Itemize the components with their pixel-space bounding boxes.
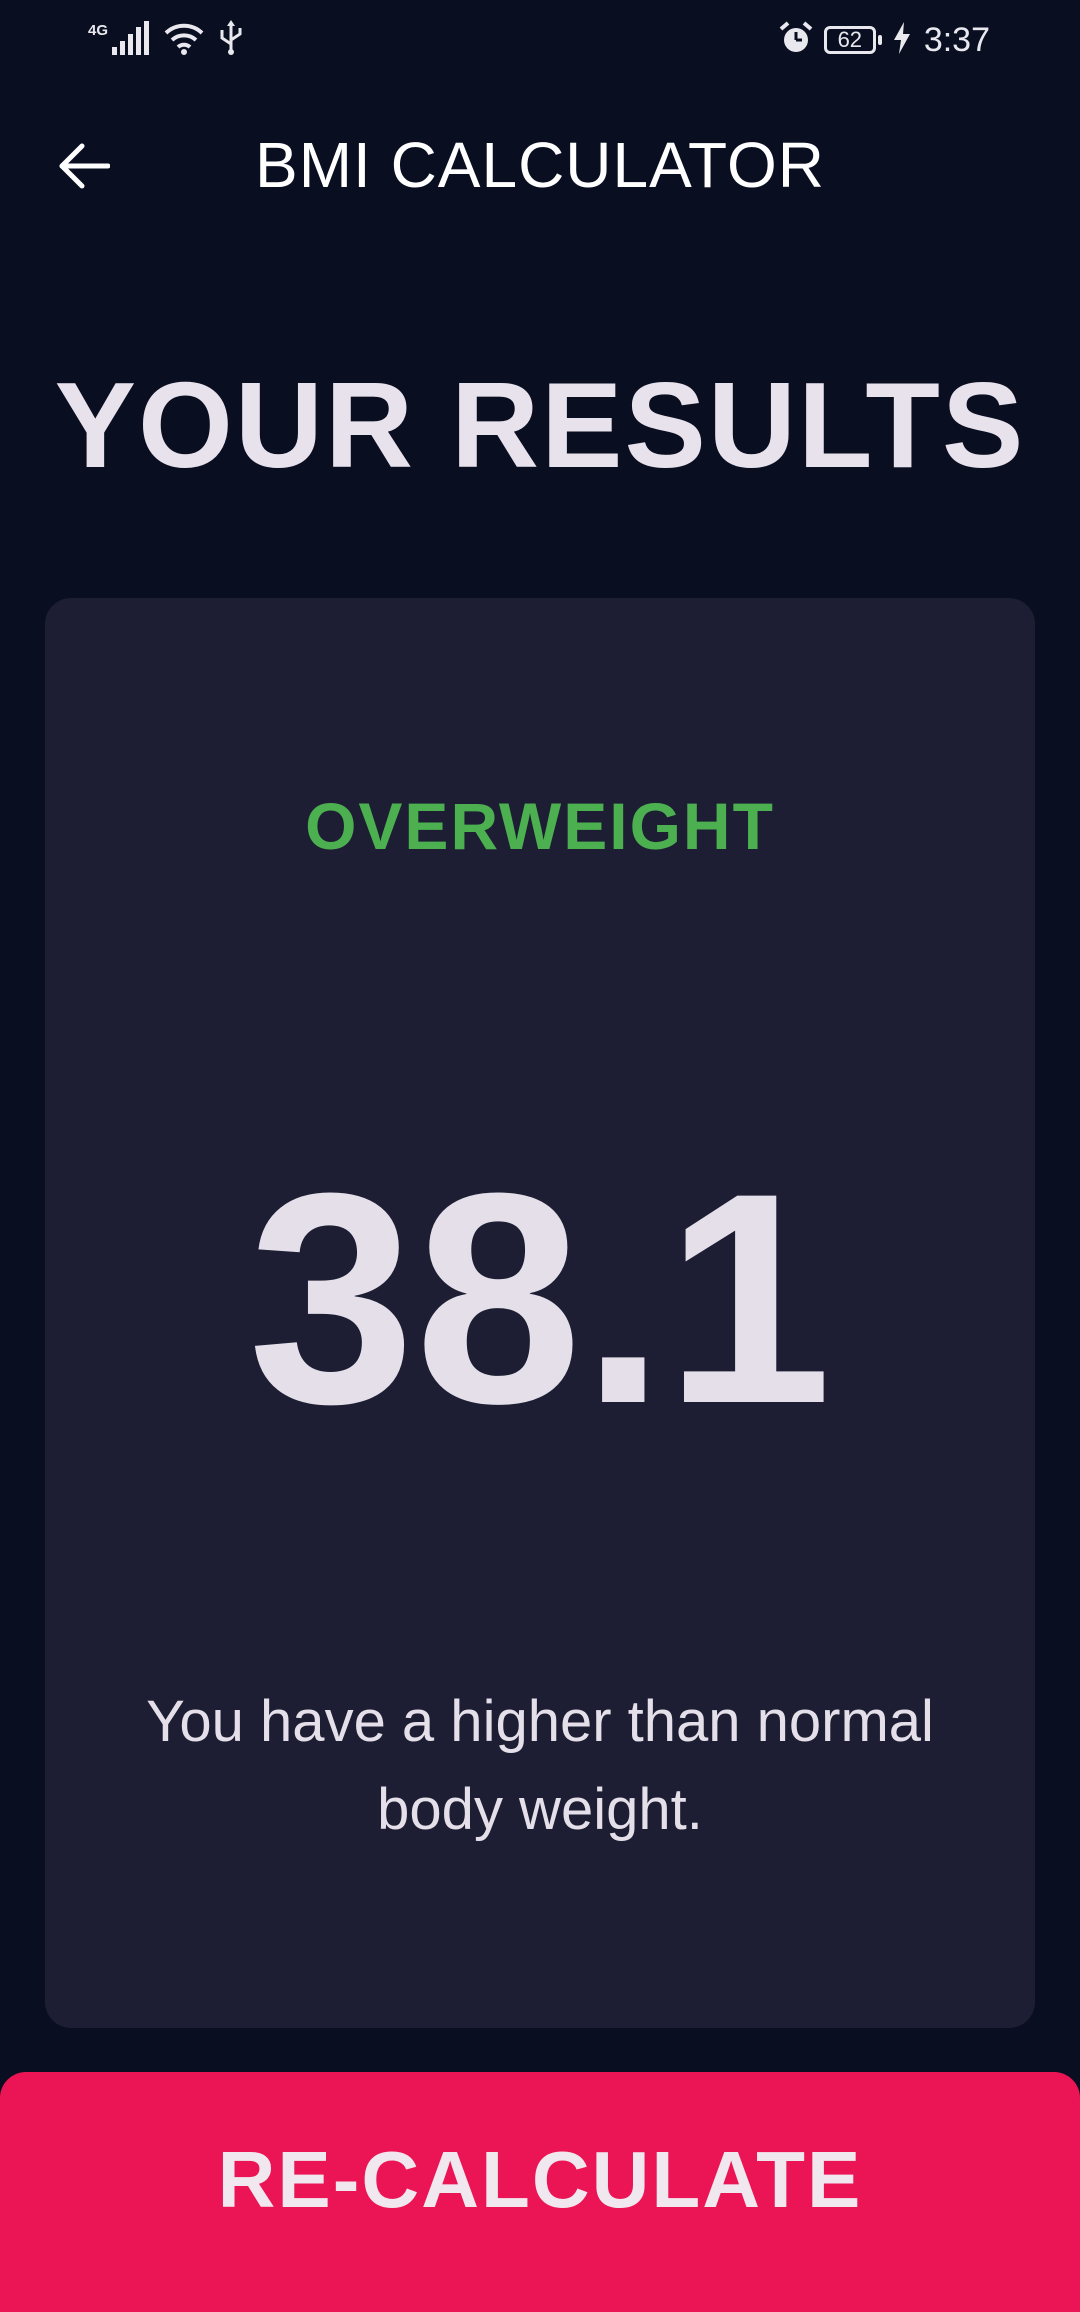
status-bar-right: 62 3:37 — [778, 18, 990, 62]
result-status-label: OVERWEIGHT — [305, 789, 775, 863]
app-title: BMI CALCULATOR — [255, 129, 825, 201]
charging-icon — [893, 21, 910, 59]
bmi-value: 38.1 — [248, 1130, 832, 1466]
battery-level: 62 — [837, 27, 863, 52]
status-bar-left: 4G — [88, 18, 244, 62]
usb-icon — [218, 19, 244, 61]
back-button[interactable] — [46, 130, 122, 206]
wifi-icon — [164, 21, 204, 60]
clock: 3:37 — [923, 20, 990, 59]
recalculate-button-label: RE-CALCULATE — [217, 2135, 863, 2224]
signal-icon — [110, 20, 150, 60]
network-type-label: 4G — [88, 21, 109, 39]
arrow-left-icon — [58, 143, 111, 194]
battery-icon: 62 — [823, 26, 882, 54]
app-bar: BMI CALCULATOR — [0, 100, 1080, 230]
alarm-icon — [778, 20, 814, 61]
result-interpretation: You have a higher than normal body weigh… — [146, 1689, 934, 1842]
result-card: OVERWEIGHT 38.1 You have a higher than n… — [45, 598, 1035, 2028]
page-heading: YOUR RESULTS — [54, 357, 1026, 493]
recalculate-button[interactable]: RE-CALCULATE — [0, 2072, 1080, 2312]
status-bar: 4G — [0, 0, 1080, 80]
